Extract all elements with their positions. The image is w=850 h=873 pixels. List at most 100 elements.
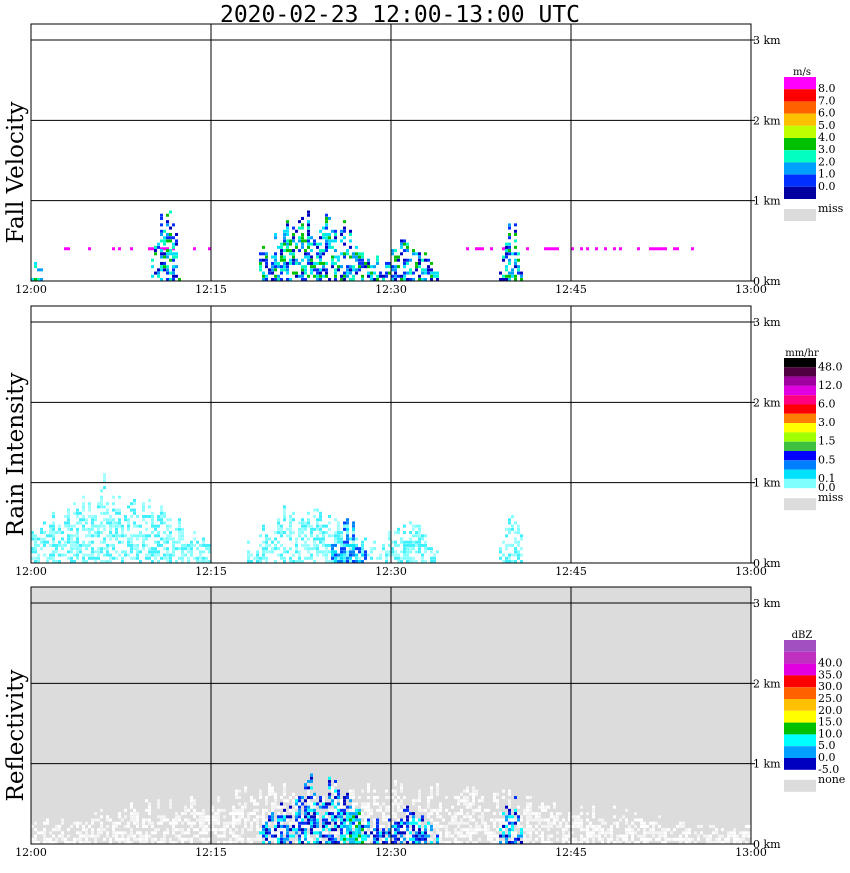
- data-cell: [316, 547, 319, 551]
- data-cell: [205, 837, 208, 841]
- data-cell: [34, 261, 37, 265]
- data-cell: [364, 834, 367, 838]
- data-cell: [85, 841, 88, 844]
- data-cell: [328, 837, 331, 841]
- data-cell: [349, 537, 352, 541]
- legend-label: 0.0: [818, 751, 836, 764]
- data-cell: [532, 828, 535, 832]
- data-cell: [487, 831, 490, 835]
- data-cell: [283, 556, 286, 560]
- data-cell: [286, 831, 289, 835]
- data-cell: [643, 837, 646, 841]
- data-cell: [250, 821, 253, 825]
- data-cell: [307, 245, 310, 249]
- data-cell: [511, 841, 514, 844]
- data-cell: [391, 828, 394, 832]
- data-cell: [649, 821, 652, 825]
- data-cell: [385, 271, 388, 275]
- data-cell: [283, 815, 286, 819]
- legend-swatch: [784, 113, 816, 126]
- data-cell: [166, 239, 169, 243]
- data-cell: [304, 837, 307, 841]
- data-cell: [37, 278, 40, 281]
- data-cell: [349, 834, 352, 838]
- data-cell: [343, 802, 346, 806]
- data-cell: [52, 834, 55, 838]
- data-cell: [469, 815, 472, 819]
- data-cell: [301, 837, 304, 841]
- data-cell: [91, 518, 94, 522]
- data-cell: [415, 550, 418, 554]
- data-cell: [367, 274, 370, 278]
- data-cell: [319, 828, 322, 832]
- data-cell: [118, 841, 121, 844]
- legend-miss-swatch: [784, 498, 816, 511]
- data-cell: [310, 805, 313, 809]
- data-cell: [421, 808, 424, 812]
- data-cell: [496, 792, 499, 796]
- data-cell: [268, 821, 271, 825]
- data-cell: [139, 831, 142, 835]
- data-cell: [490, 247, 493, 251]
- data-cell: [364, 261, 367, 265]
- data-cell: [370, 274, 373, 278]
- data-cell: [463, 789, 466, 793]
- data-cell: [274, 537, 277, 541]
- data-cell: [361, 547, 364, 551]
- data-cell: [328, 834, 331, 838]
- data-cell: [349, 229, 352, 233]
- data-cell: [115, 524, 118, 528]
- data-cell: [319, 268, 322, 272]
- data-cell: [136, 831, 139, 835]
- data-cell: [355, 837, 358, 841]
- data-cell: [166, 220, 169, 224]
- data-cell: [109, 818, 112, 822]
- data-cell: [241, 815, 244, 819]
- data-cell: [304, 265, 307, 269]
- data-cell: [58, 543, 61, 547]
- data-cell: [322, 834, 325, 838]
- data-cell: [292, 511, 295, 515]
- data-cell: [397, 255, 400, 259]
- data-cell: [277, 553, 280, 557]
- data-cell: [433, 821, 436, 825]
- data-cell: [409, 547, 412, 551]
- data-cell: [127, 521, 130, 525]
- data-cell: [421, 543, 424, 547]
- data-cell: [313, 796, 316, 800]
- data-cell: [76, 831, 79, 835]
- data-cell: [562, 828, 565, 832]
- data-cell: [310, 249, 313, 253]
- data-cell: [433, 274, 436, 278]
- data-cell: [73, 540, 76, 544]
- data-cell: [292, 818, 295, 822]
- data-cell: [706, 841, 709, 844]
- data-cell: [205, 831, 208, 835]
- data-cell: [133, 524, 136, 528]
- data-cell: [181, 537, 184, 541]
- data-cell: [400, 783, 403, 787]
- data-cell: [202, 815, 205, 819]
- data-cell: [148, 550, 151, 554]
- data-cell: [472, 831, 475, 835]
- data-cell: [382, 274, 385, 278]
- data-cell: [322, 537, 325, 541]
- data-cell: [235, 828, 238, 832]
- data-cell: [718, 834, 721, 838]
- data-cell: [205, 818, 208, 822]
- data-cell: [337, 802, 340, 806]
- data-cell: [526, 837, 529, 841]
- data-cell: [343, 271, 346, 275]
- data-cell: [649, 247, 652, 251]
- data-cell: [352, 815, 355, 819]
- data-cell: [331, 560, 334, 563]
- data-cell: [34, 537, 37, 541]
- data-cell: [148, 834, 151, 838]
- data-cell: [199, 556, 202, 560]
- data-cell: [400, 828, 403, 832]
- data-cell: [73, 560, 76, 563]
- data-cell: [76, 556, 79, 560]
- data-cell: [541, 824, 544, 828]
- data-cell: [412, 540, 415, 544]
- data-cell: [334, 824, 337, 828]
